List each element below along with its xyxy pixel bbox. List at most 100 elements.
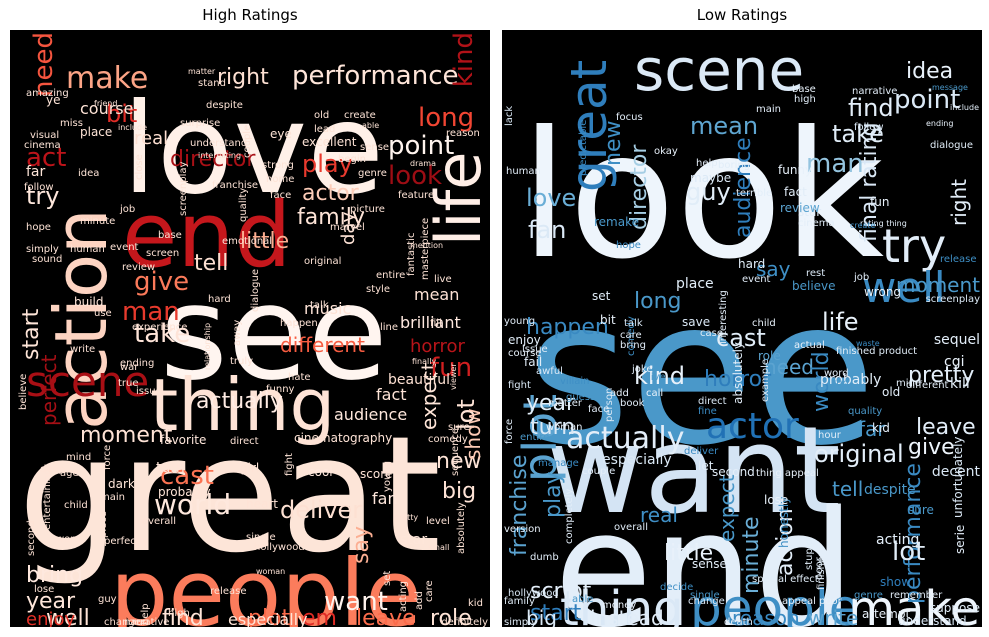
word-entire: entire — [376, 270, 405, 281]
word-able: able — [572, 594, 593, 605]
word-cast: cast — [716, 324, 766, 352]
word-young: young — [382, 461, 393, 492]
word-definitely: definitely — [441, 617, 488, 627]
word-simply: simply — [504, 617, 537, 627]
word-guess: guess — [566, 392, 595, 403]
word-tell: tell — [194, 251, 228, 276]
word-deliver: deliver — [684, 446, 719, 457]
word-main: main — [100, 492, 125, 503]
word-bit: bit — [600, 313, 616, 327]
word-main: main — [756, 104, 781, 115]
word-manage: manage — [538, 458, 579, 469]
word-help: help — [140, 603, 151, 625]
word-single: single — [690, 590, 720, 601]
word-thing-appeal: thing appeal — [756, 468, 819, 479]
word-let: let — [698, 459, 714, 473]
word-actually: actually — [196, 389, 283, 414]
word-human: human — [506, 166, 541, 177]
word-old: old — [314, 110, 329, 121]
word-away: away — [232, 320, 243, 346]
word-example: example — [760, 359, 771, 402]
word-care: care — [424, 580, 435, 602]
word-change: change — [688, 596, 725, 607]
word-turn: turn — [156, 460, 185, 476]
word-hope: hope — [616, 240, 641, 251]
word-actor: actor — [302, 181, 360, 206]
word-single: single — [246, 532, 276, 543]
word-fan: fan — [528, 216, 566, 244]
word-finished: finished — [816, 551, 827, 590]
word-original: original — [304, 256, 341, 267]
word-bit: bit — [106, 100, 137, 128]
word-follow: follow — [854, 122, 884, 133]
word-probably: probably — [820, 372, 881, 388]
word-predictable: predictable — [578, 120, 589, 176]
word-kid: kid — [872, 421, 890, 435]
word-say: say — [756, 257, 791, 281]
word-year: year — [526, 391, 576, 416]
word-play: play — [302, 150, 353, 178]
word-matter: matter — [188, 67, 216, 76]
word-finally: finally — [412, 357, 436, 366]
word-day: day — [338, 212, 359, 245]
word-people: people — [110, 540, 422, 627]
word-direct: direct — [698, 396, 727, 407]
word-force: force — [102, 445, 113, 470]
word-entertaining: entertaining — [42, 469, 53, 530]
word-kill: kill — [950, 376, 970, 392]
word-star: star — [798, 205, 821, 219]
word-minute: minute — [80, 216, 115, 227]
word-set: set — [592, 289, 611, 303]
word-force: force — [504, 419, 515, 444]
word-fine: fine — [698, 406, 717, 417]
word-mind: mind — [66, 452, 91, 463]
word-long: long — [418, 103, 474, 133]
word-take: take — [134, 319, 190, 349]
word-cast: cast — [160, 461, 214, 491]
word-try: try — [882, 219, 946, 273]
word-entire: entire — [520, 432, 549, 443]
word-give: give — [134, 267, 189, 297]
word-man: man — [806, 149, 864, 179]
word-great: great — [18, 401, 441, 588]
word-true: true — [118, 378, 139, 389]
word-understand: understand — [898, 614, 967, 627]
word-villain: villain — [560, 376, 590, 387]
word-life: life — [822, 308, 859, 336]
chart-title-low: Low Ratings — [696, 6, 788, 24]
word-audience: audience — [334, 405, 407, 424]
word-deliver: deliver — [280, 496, 362, 524]
word-young: young — [504, 316, 535, 327]
word-final-rating: final rating — [857, 122, 882, 242]
word-far: far — [26, 164, 46, 180]
word-fact: fact — [784, 185, 807, 199]
word-new: new — [601, 121, 626, 166]
word-feature: feature — [398, 190, 434, 201]
word-absolutely: absolutely — [731, 342, 745, 404]
word-see: see — [526, 257, 876, 490]
word-boring: boring — [718, 160, 750, 171]
word-heart: heart — [246, 497, 278, 511]
word-fight: fight — [284, 453, 295, 476]
word-enjoy: enjoy — [508, 333, 541, 347]
word-add: add — [610, 388, 629, 399]
word-pretty: pretty — [394, 513, 418, 522]
word-decide: decide — [660, 582, 693, 593]
word-visual: visual — [30, 130, 59, 141]
word-especially: especially — [602, 452, 672, 468]
word-event: event — [110, 242, 139, 253]
word-couple: couple — [582, 466, 615, 477]
word-understand: understand — [190, 138, 247, 149]
word-completely: completely — [564, 489, 575, 544]
word-especially: especially — [228, 610, 308, 627]
word-say: say — [349, 526, 374, 564]
word-fact: fact — [376, 385, 407, 404]
word-home: home — [266, 174, 294, 185]
word-ending: ending — [926, 119, 953, 128]
word-job: job — [119, 204, 135, 215]
word-talk: talk — [310, 300, 329, 311]
word-excellent: excellent — [302, 135, 357, 149]
word-run: run — [132, 617, 149, 627]
word-face: face — [270, 190, 291, 201]
